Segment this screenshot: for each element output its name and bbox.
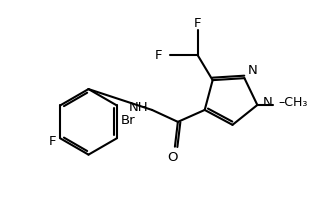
Text: Br: Br (121, 114, 136, 128)
Text: N: N (247, 64, 257, 77)
Text: NH: NH (128, 101, 148, 114)
Text: –CH₃: –CH₃ (278, 96, 308, 110)
Text: O: O (168, 151, 178, 164)
Text: F: F (49, 135, 56, 148)
Text: F: F (154, 49, 162, 62)
Text: F: F (194, 17, 202, 30)
Text: N: N (262, 96, 272, 110)
